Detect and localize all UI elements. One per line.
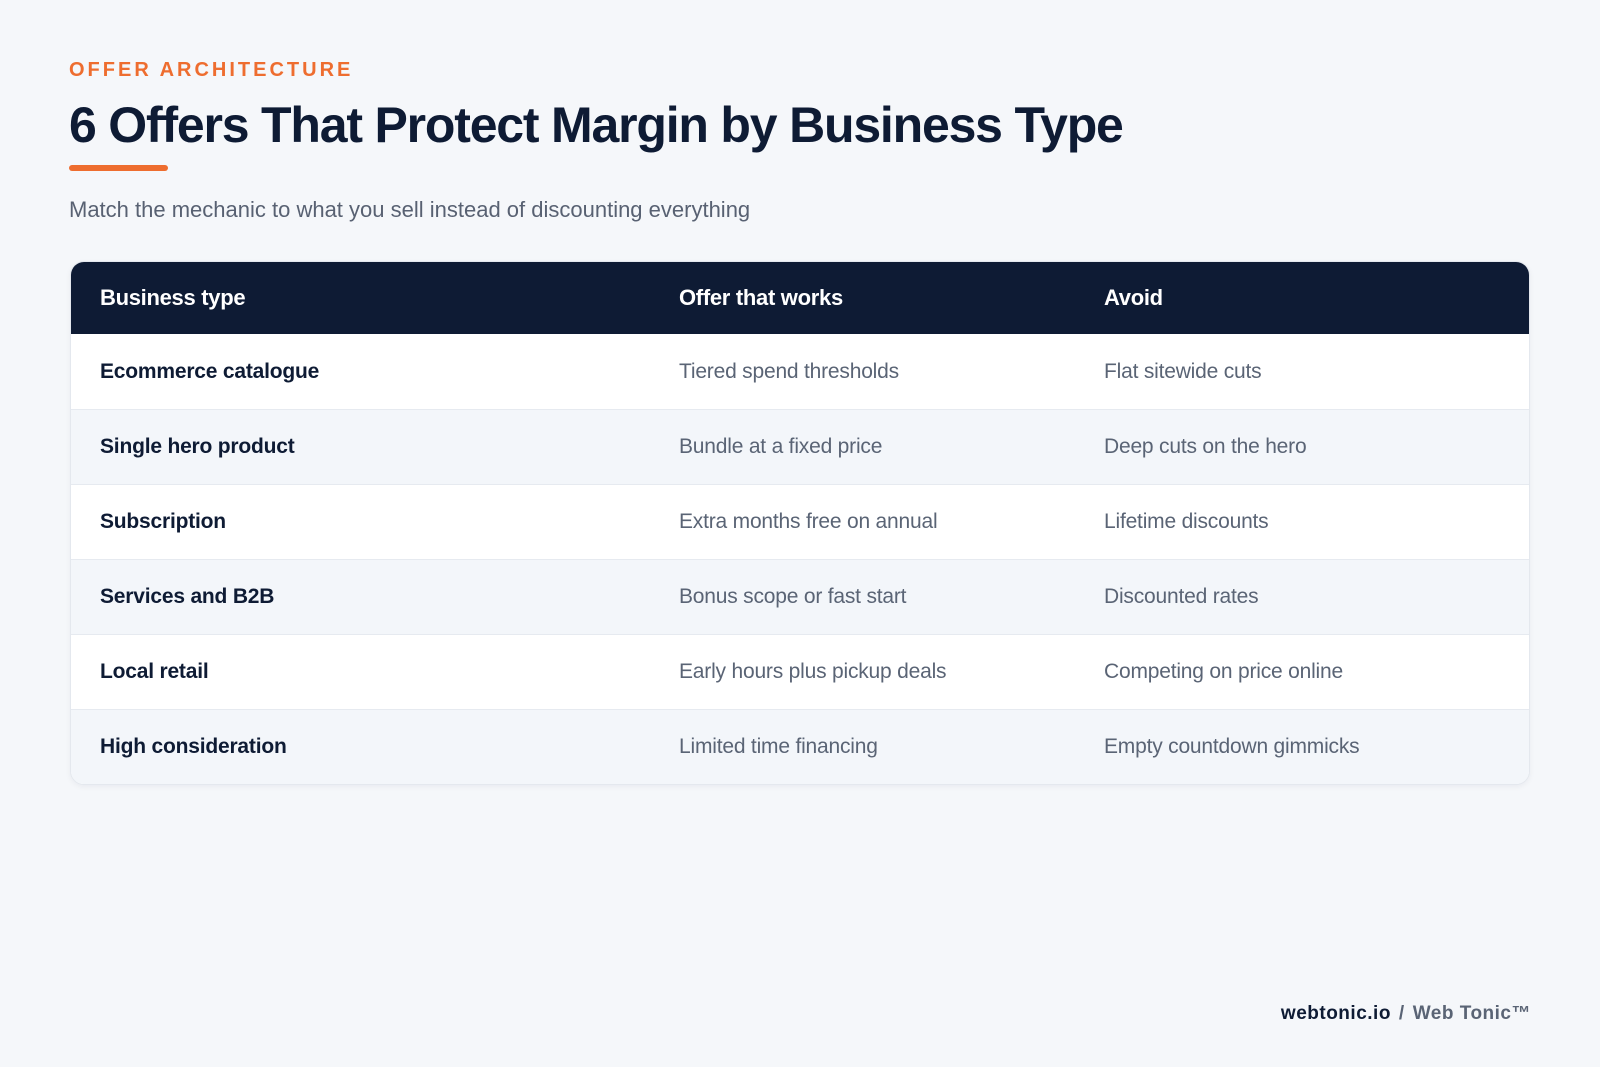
offer-cell: Bonus scope or fast start <box>679 585 907 608</box>
column-header-avoid: Avoid <box>1104 285 1163 310</box>
page-subtitle: Match the mechanic to what you sell inst… <box>69 197 751 222</box>
offer-cell: Limited time financing <box>679 735 878 758</box>
table-body: Ecommerce catalogue Tiered spend thresho… <box>71 334 1529 784</box>
business-type-cell: Ecommerce catalogue <box>100 359 320 383</box>
table-row: Single hero product Bundle at a fixed pr… <box>71 409 1529 484</box>
footer-domain-link[interactable]: webtonic.io <box>1280 1003 1391 1024</box>
table-row: Services and B2B Bonus scope or fast sta… <box>71 559 1529 634</box>
avoid-cell: Empty countdown gimmicks <box>1104 735 1360 758</box>
table-row: Ecommerce catalogue Tiered spend thresho… <box>71 334 1529 409</box>
offers-table: Business type Offer that works Avoid Eco… <box>70 261 1530 785</box>
eyebrow-label: OFFER ARCHITECTURE <box>69 59 354 81</box>
offer-cell: Early hours plus pickup deals <box>679 660 947 683</box>
table-row: High consideration Limited time financin… <box>71 709 1529 784</box>
business-type-cell: High consideration <box>100 735 287 758</box>
title-accent-bar <box>69 165 168 171</box>
column-header-offer: Offer that works <box>679 285 843 310</box>
avoid-cell: Deep cuts on the hero <box>1104 435 1307 458</box>
avoid-cell: Discounted rates <box>1104 585 1259 608</box>
table-header: Business type Offer that works Avoid <box>71 262 1529 334</box>
table-row: Local retail Early hours plus pickup dea… <box>71 634 1529 709</box>
business-type-cell: Single hero product <box>100 435 295 458</box>
offer-cell: Extra months free on annual <box>679 510 938 533</box>
avoid-cell: Flat sitewide cuts <box>1104 359 1262 383</box>
avoid-cell: Lifetime discounts <box>1104 510 1269 533</box>
footer-brand: Web Tonic™ <box>1412 1003 1531 1024</box>
avoid-cell: Competing on price online <box>1104 660 1343 683</box>
page-title: 6 Offers That Protect Margin by Business… <box>69 97 1124 153</box>
footer-credit: webtonic.io / Web Tonic™ <box>1281 1003 1531 1025</box>
business-type-cell: Services and B2B <box>100 585 275 608</box>
offer-cell: Tiered spend thresholds <box>679 359 899 383</box>
table-row: Subscription Extra months free on annual… <box>71 484 1529 559</box>
business-type-cell: Local retail <box>100 660 209 683</box>
footer-separator: / <box>1398 1003 1405 1024</box>
offer-cell: Bundle at a fixed price <box>679 435 883 458</box>
column-header-business-type: Business type <box>100 285 246 310</box>
business-type-cell: Subscription <box>100 510 226 533</box>
